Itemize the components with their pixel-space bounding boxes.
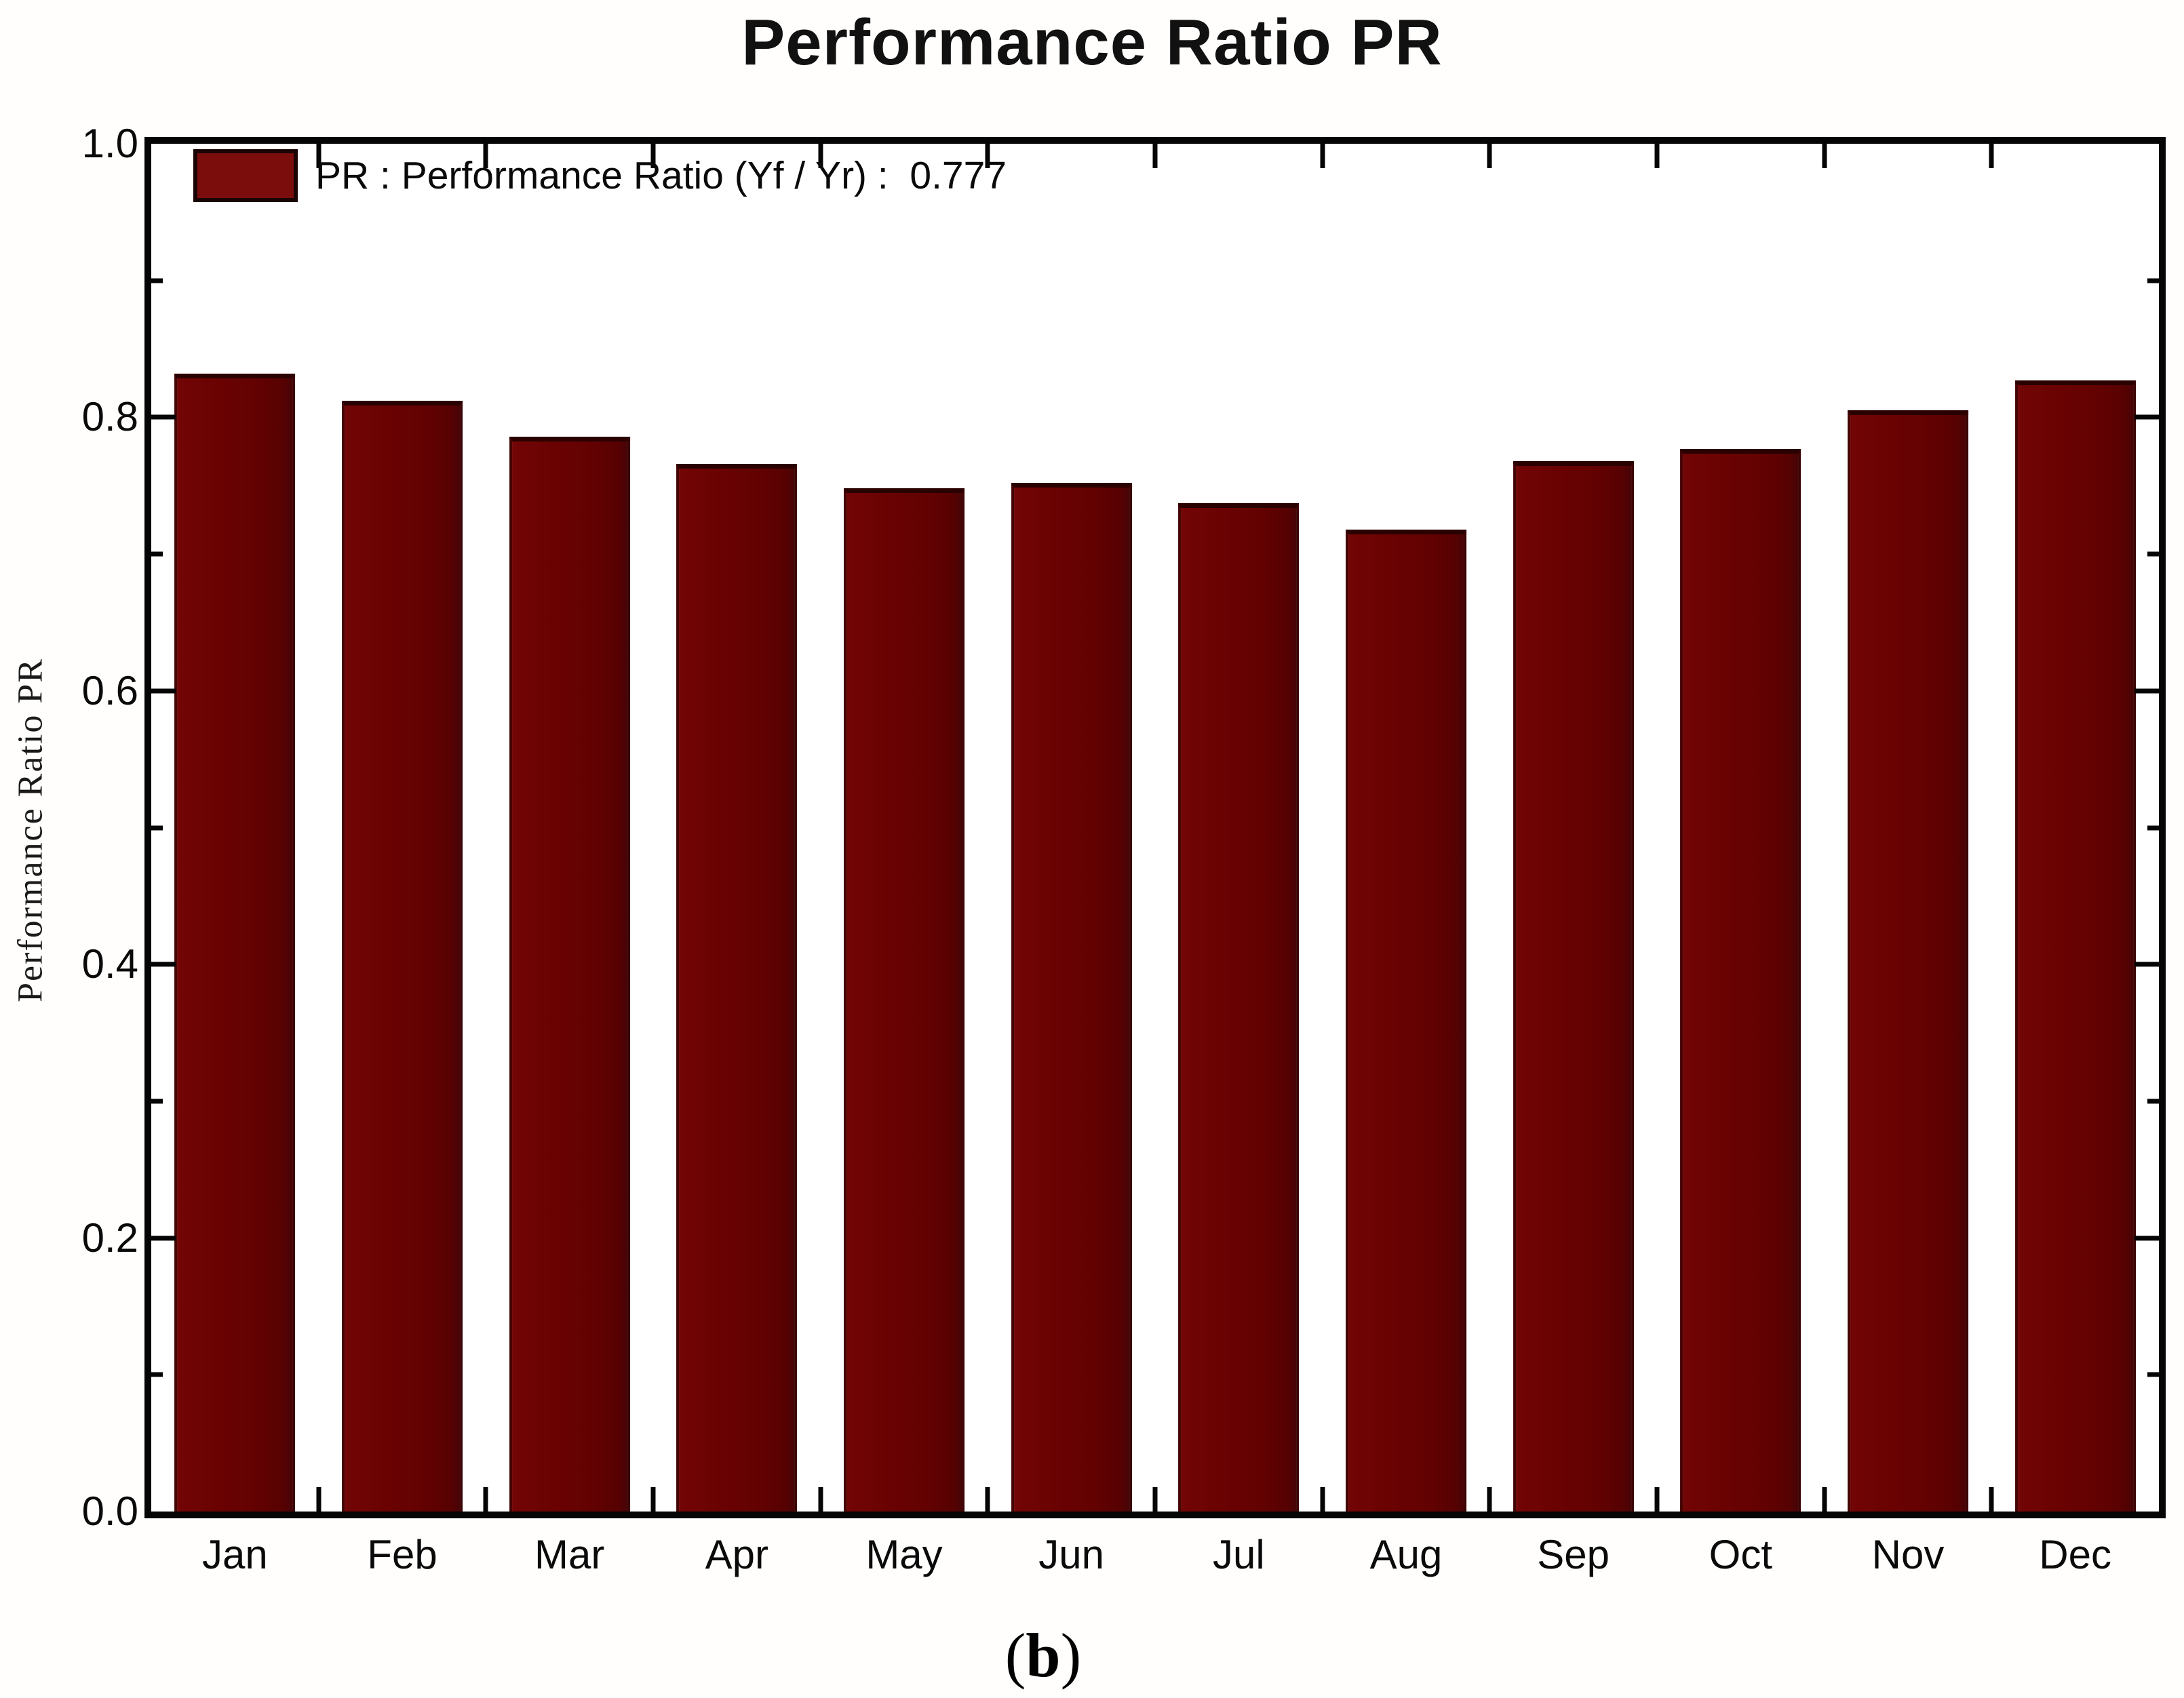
- x-boundary-tick-top-5: [985, 144, 990, 168]
- x-boundary-tick-bottom-3: [650, 1487, 656, 1512]
- x-boundary-tick-bottom-2: [483, 1487, 488, 1512]
- x-boundary-tick-top-11: [1989, 144, 1994, 168]
- bar-feb: [342, 401, 463, 1512]
- bar-may: [844, 488, 964, 1512]
- x-tick-label-jan: Jan: [201, 1532, 268, 1577]
- x-tick-label-nov: Nov: [1871, 1532, 1945, 1577]
- y-tick-left-0.7: [151, 551, 163, 557]
- x-boundary-tick-bottom-7: [1320, 1487, 1325, 1512]
- x-boundary-tick-bottom-8: [1487, 1487, 1492, 1512]
- x-tick-label-feb: Feb: [367, 1532, 437, 1577]
- bar-mar: [509, 436, 630, 1512]
- bar-aug: [1346, 529, 1466, 1512]
- y-tick-left-0.6: [151, 688, 176, 694]
- y-tick-right-0.2: [2134, 1236, 2159, 1241]
- caption-paren-close: ): [1060, 1621, 1082, 1690]
- bar-oct: [1680, 448, 1801, 1512]
- y-tick-label-0.2: 0.2: [81, 1215, 138, 1261]
- x-tick-label-jul: Jul: [1212, 1532, 1265, 1577]
- y-tick-label-1.0: 1.0: [81, 121, 138, 166]
- x-tick-label-apr: Apr: [705, 1532, 769, 1577]
- y-tick-left-0.8: [151, 414, 176, 420]
- legend: PR : Performance Ratio (Yf / Yr) : 0.777: [193, 149, 1007, 202]
- caption-paren-open: (: [1005, 1621, 1026, 1690]
- x-boundary-tick-bottom-1: [316, 1487, 321, 1512]
- bar-dec: [2014, 380, 2136, 1512]
- y-tick-right-0.8: [2134, 414, 2159, 420]
- x-tick-label-aug: Aug: [1369, 1532, 1443, 1577]
- y-tick-right-0.6: [2134, 688, 2159, 694]
- y-tick-left-0.1: [151, 1372, 163, 1377]
- x-boundary-tick-bottom-5: [985, 1487, 990, 1512]
- x-boundary-tick-bottom-11: [1989, 1487, 1994, 1512]
- plot-inner: [151, 144, 2159, 1512]
- bar-jul: [1178, 503, 1300, 1512]
- x-boundary-tick-top-8: [1487, 144, 1492, 168]
- y-tick-left-0.5: [151, 825, 163, 830]
- y-tick-label-0.4: 0.4: [81, 941, 138, 987]
- bar-sep: [1513, 460, 1634, 1512]
- x-tick-label-jun: Jun: [1038, 1532, 1105, 1577]
- x-tick-label-may: May: [865, 1532, 943, 1577]
- y-tick-right-0.1: [2147, 1372, 2159, 1377]
- bar-apr: [676, 463, 798, 1512]
- bar-jun: [1011, 483, 1132, 1512]
- x-boundary-tick-top-10: [1822, 144, 1827, 168]
- y-tick-right-0.3: [2147, 1099, 2159, 1104]
- x-boundary-tick-bottom-4: [818, 1487, 823, 1512]
- y-tick-label-0.6: 0.6: [81, 667, 138, 713]
- x-boundary-tick-top-6: [1152, 144, 1158, 168]
- y-tick-left-0.2: [151, 1236, 176, 1241]
- legend-swatch-pr: [193, 149, 298, 202]
- y-tick-right-0.4: [2134, 962, 2159, 967]
- x-tick-label-mar: Mar: [534, 1532, 605, 1577]
- x-boundary-tick-top-7: [1320, 144, 1325, 168]
- x-boundary-tick-bottom-6: [1152, 1487, 1158, 1512]
- y-tick-right-0.7: [2147, 551, 2159, 557]
- bar-jan: [174, 373, 296, 1512]
- y-tick-left-0.4: [151, 962, 176, 967]
- x-tick-label-sep: Sep: [1537, 1532, 1610, 1577]
- chart-title: Performance Ratio PR: [741, 6, 1443, 79]
- x-boundary-tick-bottom-9: [1654, 1487, 1660, 1512]
- plot-area: PR : Performance Ratio (Yf / Yr) : 0.777: [144, 137, 2166, 1518]
- x-tick-label-dec: Dec: [2039, 1532, 2111, 1577]
- x-tick-label-oct: Oct: [1709, 1532, 1772, 1577]
- x-boundary-tick-bottom-10: [1822, 1487, 1827, 1512]
- y-tick-right-0.9: [2147, 278, 2159, 283]
- x-boundary-tick-top-2: [483, 144, 488, 168]
- x-boundary-tick-top-9: [1654, 144, 1660, 168]
- caption-letter: b: [1026, 1621, 1061, 1690]
- bar-nov: [1848, 410, 1968, 1512]
- x-boundary-tick-top-4: [818, 144, 823, 168]
- subfigure-caption: (b): [941, 1619, 1145, 1691]
- y-tick-label-0.0: 0.0: [81, 1488, 138, 1534]
- y-tick-left-0.3: [151, 1099, 163, 1104]
- x-boundary-tick-top-3: [650, 144, 656, 168]
- y-tick-right-0.5: [2147, 825, 2159, 830]
- legend-label: PR : Performance Ratio (Yf / Yr) : 0.777: [315, 154, 1007, 197]
- y-tick-left-0.9: [151, 278, 163, 283]
- y-tick-label-0.8: 0.8: [81, 394, 138, 440]
- x-boundary-tick-top-1: [316, 144, 321, 168]
